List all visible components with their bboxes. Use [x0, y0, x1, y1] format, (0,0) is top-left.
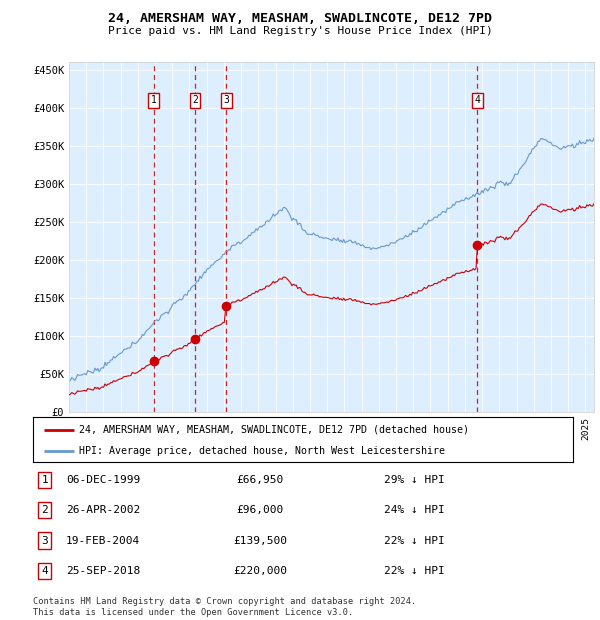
Text: 29% ↓ HPI: 29% ↓ HPI [384, 475, 445, 485]
Text: Contains HM Land Registry data © Crown copyright and database right 2024.
This d: Contains HM Land Registry data © Crown c… [33, 598, 416, 617]
Text: 1: 1 [151, 95, 157, 105]
Text: 24, AMERSHAM WAY, MEASHAM, SWADLINCOTE, DE12 7PD: 24, AMERSHAM WAY, MEASHAM, SWADLINCOTE, … [108, 12, 492, 25]
Text: £66,950: £66,950 [236, 475, 283, 485]
Text: 4: 4 [475, 95, 481, 105]
Text: 2: 2 [41, 505, 48, 515]
Text: 06-DEC-1999: 06-DEC-1999 [66, 475, 140, 485]
Text: Price paid vs. HM Land Registry's House Price Index (HPI): Price paid vs. HM Land Registry's House … [107, 26, 493, 36]
Text: 3: 3 [223, 95, 229, 105]
Text: HPI: Average price, detached house, North West Leicestershire: HPI: Average price, detached house, Nort… [79, 446, 445, 456]
Text: 3: 3 [41, 536, 48, 546]
Text: 22% ↓ HPI: 22% ↓ HPI [384, 566, 445, 576]
Text: £139,500: £139,500 [233, 536, 287, 546]
Text: 22% ↓ HPI: 22% ↓ HPI [384, 536, 445, 546]
Text: £220,000: £220,000 [233, 566, 287, 576]
Text: 24, AMERSHAM WAY, MEASHAM, SWADLINCOTE, DE12 7PD (detached house): 24, AMERSHAM WAY, MEASHAM, SWADLINCOTE, … [79, 425, 469, 435]
Text: 19-FEB-2004: 19-FEB-2004 [66, 536, 140, 546]
Text: £96,000: £96,000 [236, 505, 283, 515]
Text: 2: 2 [192, 95, 198, 105]
Text: 25-SEP-2018: 25-SEP-2018 [66, 566, 140, 576]
Text: 4: 4 [41, 566, 48, 576]
Text: 1: 1 [41, 475, 48, 485]
Text: 24% ↓ HPI: 24% ↓ HPI [384, 505, 445, 515]
Text: 26-APR-2002: 26-APR-2002 [66, 505, 140, 515]
